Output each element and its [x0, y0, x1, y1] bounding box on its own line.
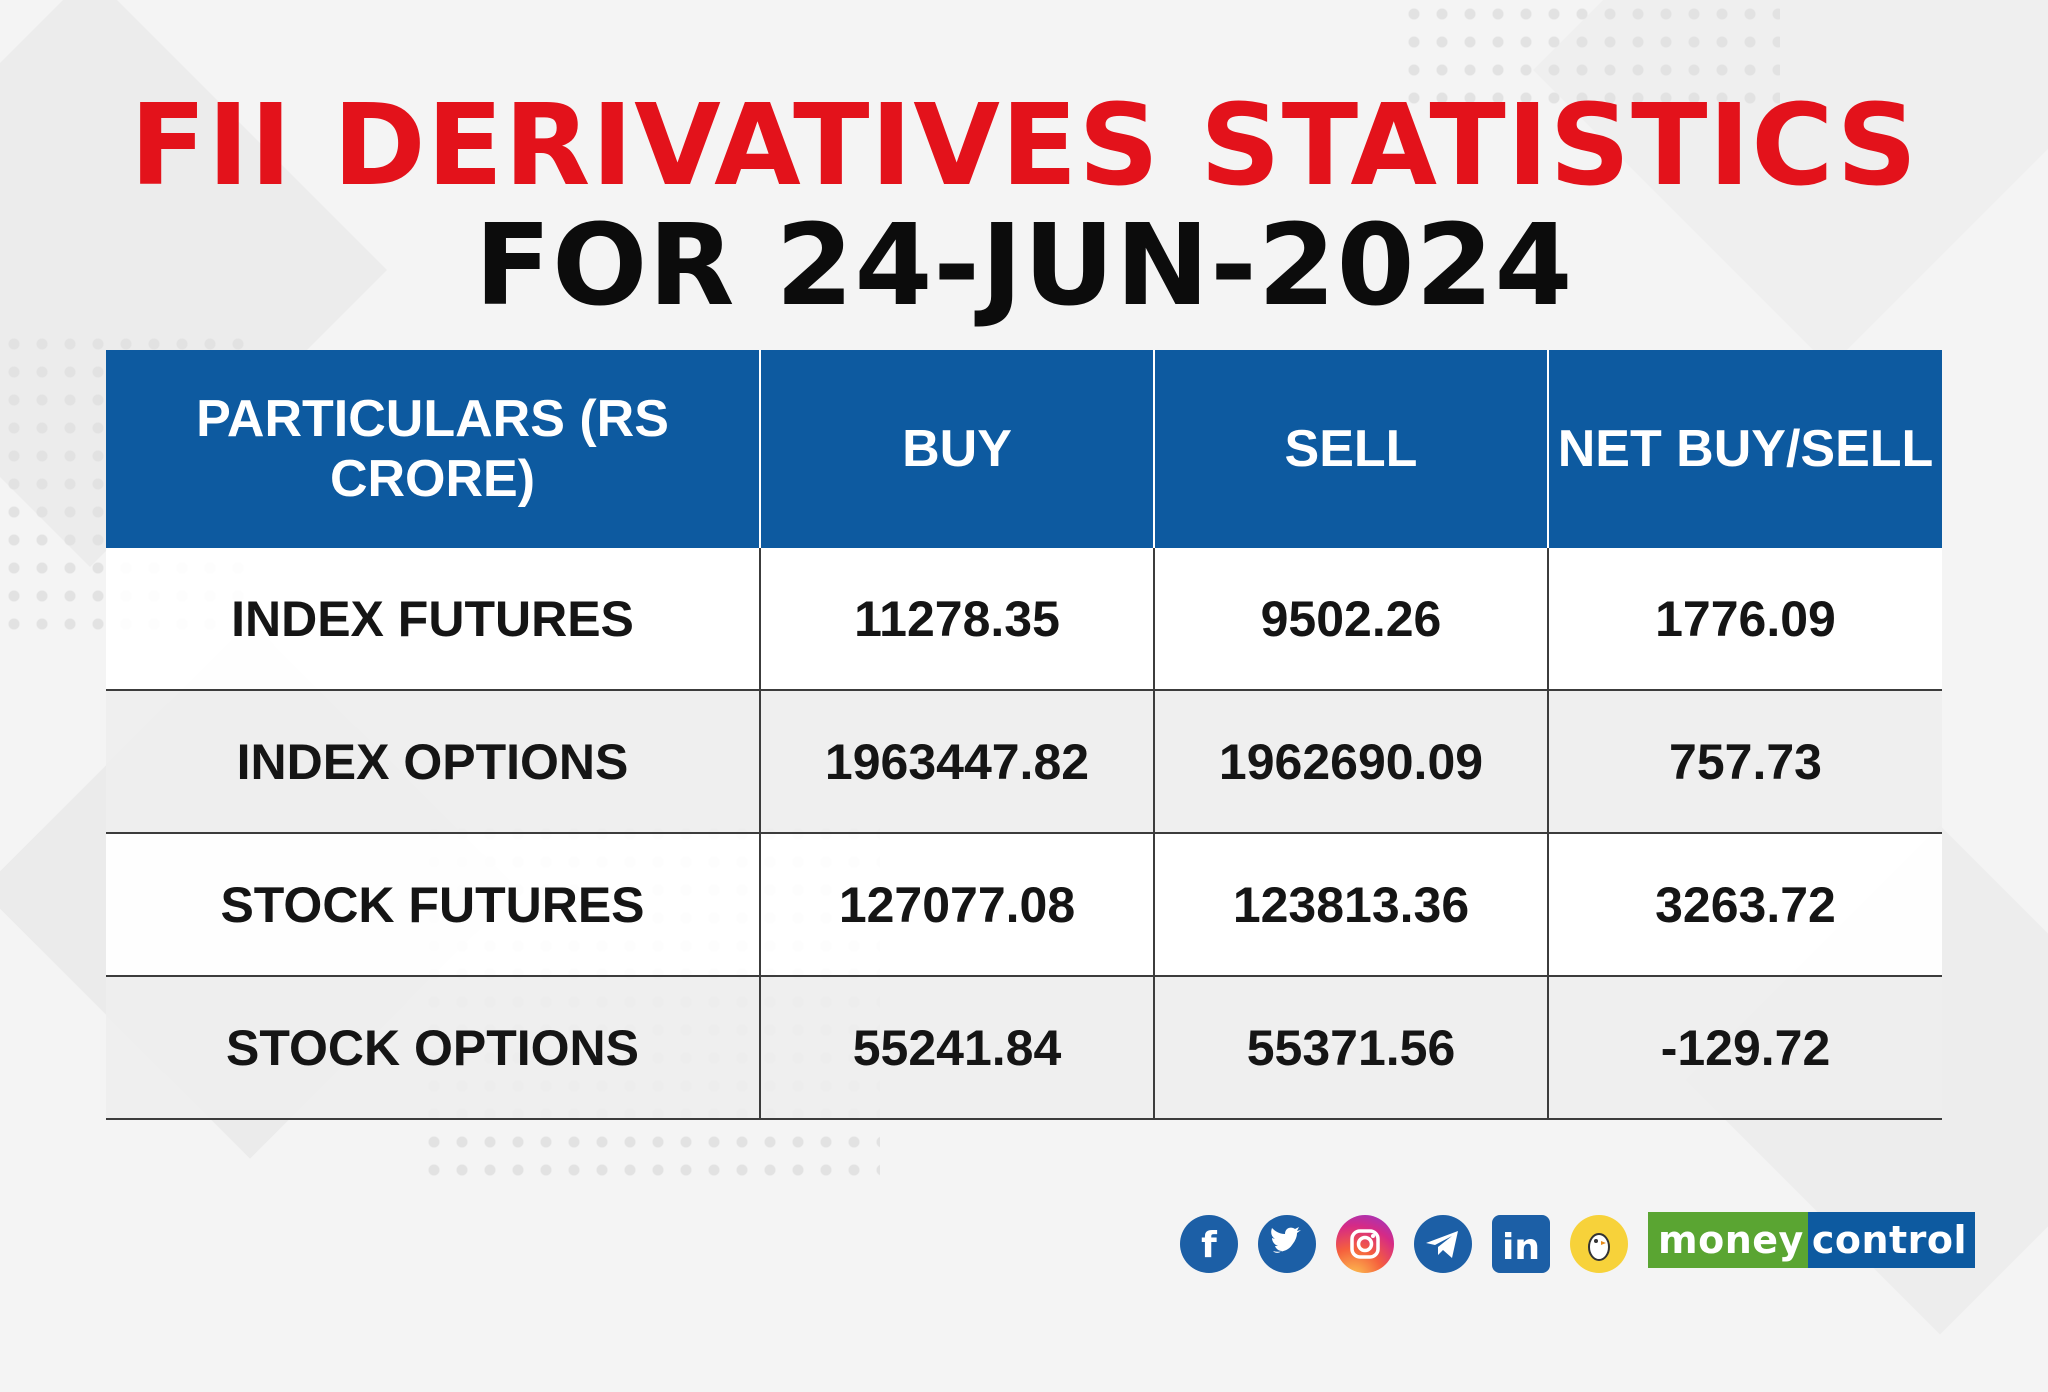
net-value: 3263.72 [1547, 833, 1942, 977]
buy-value: 127077.08 [759, 833, 1154, 977]
telegram-icon[interactable] [1414, 1215, 1472, 1273]
koo-icon[interactable] [1570, 1215, 1628, 1273]
net-value: 1776.09 [1547, 548, 1942, 691]
twitter-icon[interactable] [1258, 1215, 1316, 1273]
row-label: INDEX FUTURES [106, 548, 760, 691]
buy-value: 1963447.82 [759, 690, 1154, 834]
instagram-icon[interactable] [1336, 1215, 1394, 1273]
page-subtitle-date: FOR 24-JUN-2024 [474, 201, 1574, 331]
header-net-buy-sell: NET BUY/SELL [1547, 350, 1942, 548]
sell-value: 1962690.09 [1153, 690, 1548, 834]
social-links: f in [1180, 1214, 1628, 1274]
sell-value: 55371.56 [1153, 976, 1548, 1120]
table-header-row: PARTICULARS (RS CRORE) BUY SELL NET BUY/… [106, 350, 1942, 548]
page-title: FII DERIVATIVES STATISTICS [129, 81, 1919, 211]
buy-value: 11278.35 [759, 548, 1154, 691]
moneycontrol-logo: money control [1648, 1212, 1976, 1268]
net-value: 757.73 [1547, 690, 1942, 834]
row-label: INDEX OPTIONS [106, 690, 760, 834]
table-row: STOCK FUTURES 127077.08 123813.36 3263.7… [106, 833, 1942, 977]
sell-value: 9502.26 [1153, 548, 1548, 691]
table-row: STOCK OPTIONS 55241.84 55371.56 -129.72 [106, 976, 1942, 1120]
row-label: STOCK FUTURES [106, 833, 760, 977]
net-value: -129.72 [1547, 976, 1942, 1120]
sell-value: 123813.36 [1153, 833, 1548, 977]
logo-control: control [1807, 1212, 1976, 1268]
logo-money: money [1648, 1212, 1808, 1268]
svg-text:f: f [1201, 1225, 1217, 1266]
header-buy: BUY [759, 350, 1154, 548]
fii-derivatives-table: PARTICULARS (RS CRORE) BUY SELL NET BUY/… [106, 350, 1942, 1120]
svg-text:in: in [1502, 1227, 1540, 1268]
linkedin-icon[interactable]: in [1492, 1215, 1550, 1273]
header-particulars: PARTICULARS (RS CRORE) [106, 350, 760, 548]
buy-value: 55241.84 [759, 976, 1154, 1120]
row-label: STOCK OPTIONS [106, 976, 760, 1120]
table-row: INDEX FUTURES 11278.35 9502.26 1776.09 [106, 548, 1942, 691]
facebook-icon[interactable]: f [1180, 1215, 1238, 1273]
table-row: INDEX OPTIONS 1963447.82 1962690.09 757.… [106, 690, 1942, 834]
header-sell: SELL [1153, 350, 1548, 548]
